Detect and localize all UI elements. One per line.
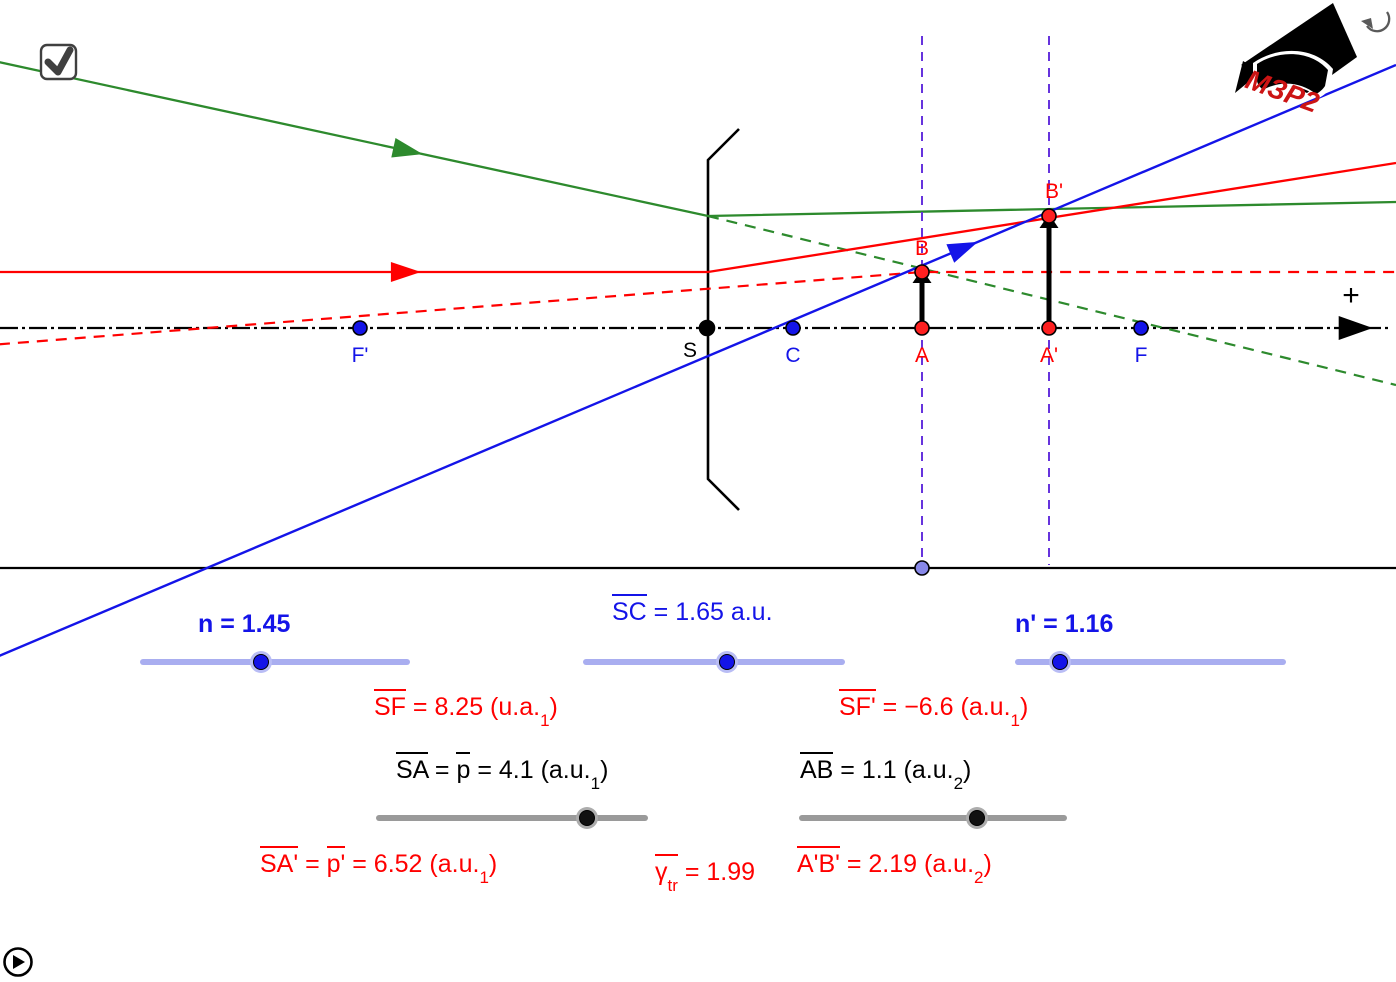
svg-text:S: S bbox=[683, 339, 697, 362]
svg-text:F: F bbox=[1135, 344, 1148, 367]
svg-text:B: B bbox=[915, 237, 929, 260]
svg-text:A: A bbox=[915, 344, 929, 367]
svg-text:F': F' bbox=[352, 344, 369, 367]
svg-text:B': B' bbox=[1045, 180, 1063, 203]
svg-text:+: + bbox=[1342, 279, 1360, 312]
svg-text:C: C bbox=[785, 344, 800, 367]
svg-text:A': A' bbox=[1040, 344, 1058, 367]
